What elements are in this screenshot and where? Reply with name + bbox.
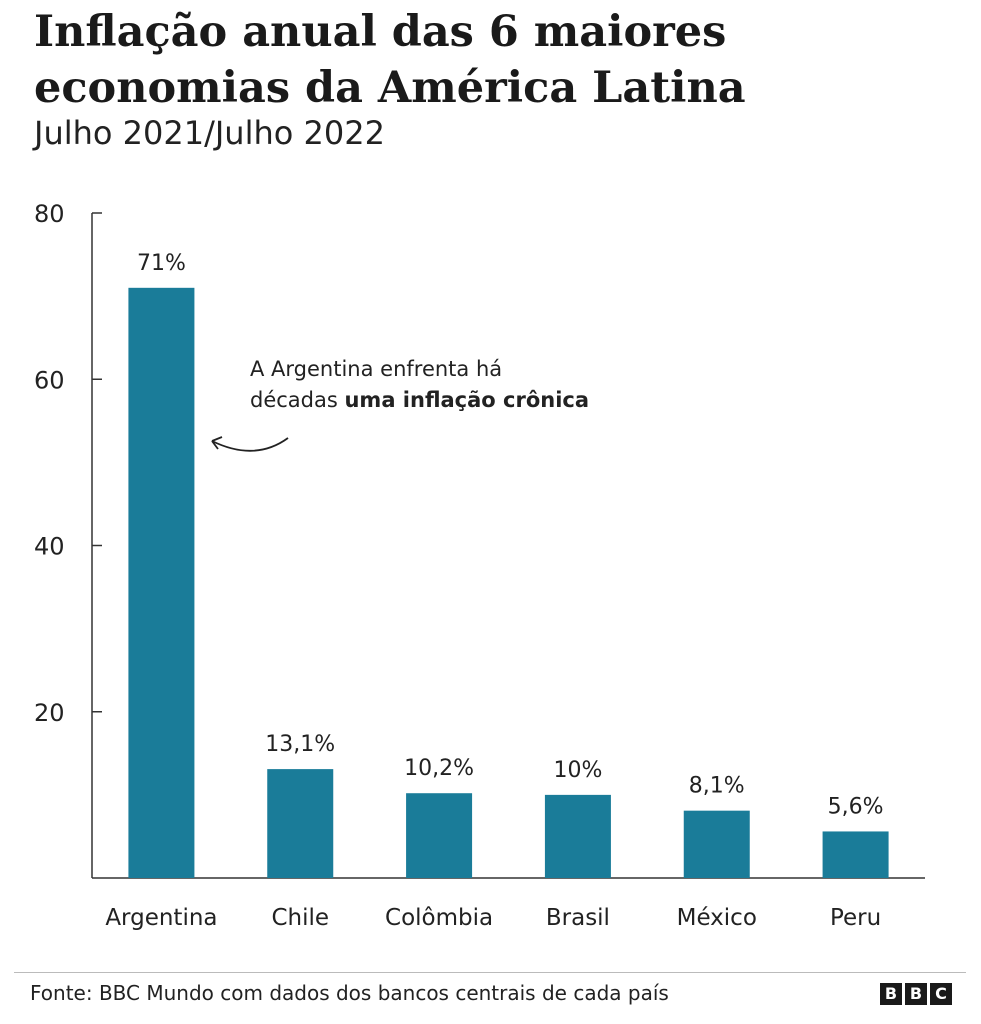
bar-3 [544, 794, 611, 878]
value-labels: 71% 13,1% 10,2% 10% 8,1% 5,6% [137, 251, 884, 820]
x-tick-label-4: México [677, 905, 757, 931]
annotation-arrow [211, 437, 289, 452]
bbc-logo: B B C [880, 983, 952, 1005]
logo-letter-b2: B [905, 983, 927, 1005]
x-tick-label-1: Chile [271, 905, 329, 931]
value-label-3: 10% [553, 758, 602, 783]
annotation-bold-text: uma inflação crônica [344, 388, 589, 412]
logo-letter-c: C [930, 983, 952, 1005]
value-label-5: 5,6% [828, 794, 884, 819]
y-axis: 20 40 60 80 [34, 200, 925, 879]
annotation-arrowhead [211, 436, 223, 450]
y-tick-label: 40 [34, 533, 65, 561]
value-label-0: 71% [137, 251, 186, 276]
annotation-line-1: A Argentina enfrenta há [250, 357, 502, 381]
bars [128, 287, 889, 878]
x-tick-label-3: Brasil [546, 905, 610, 931]
bar-chart: 20 40 60 80 71% 13,1% 10,2% 10% 8,1% 5,6% Argent… [34, 200, 925, 931]
bar-4 [683, 810, 750, 878]
footer-divider [14, 972, 966, 973]
value-label-4: 8,1% [689, 774, 745, 799]
logo-letter-b1: B [880, 983, 902, 1005]
annotation-line-2: décadas uma inflação crônica [250, 388, 589, 412]
value-label-1: 13,1% [265, 732, 335, 757]
bar-1 [267, 769, 334, 878]
bar-0 [128, 287, 195, 878]
value-label-2: 10,2% [404, 756, 474, 781]
y-tick-label: 60 [34, 366, 65, 394]
bar-5 [822, 831, 889, 878]
annotation: A Argentina enfrenta há décadas uma infl… [211, 357, 589, 452]
chart-title: Inflação anual das 6 maiores economias d… [34, 7, 746, 113]
x-tick-label-5: Peru [830, 905, 881, 931]
x-tick-label-0: Argentina [105, 905, 217, 931]
source-note: Fonte: BBC Mundo com dados dos bancos ce… [30, 981, 669, 1005]
y-tick-label: 20 [34, 699, 65, 727]
x-axis-labels: Argentina Chile Colômbia Brasil México Peru [105, 905, 881, 931]
annotation-normal-text: décadas [250, 388, 344, 412]
y-tick-label: 80 [34, 200, 65, 228]
chart-subtitle: Julho 2021/Julho 2022 [34, 114, 385, 152]
x-tick-label-2: Colômbia [385, 905, 493, 931]
bar-2 [406, 793, 473, 878]
